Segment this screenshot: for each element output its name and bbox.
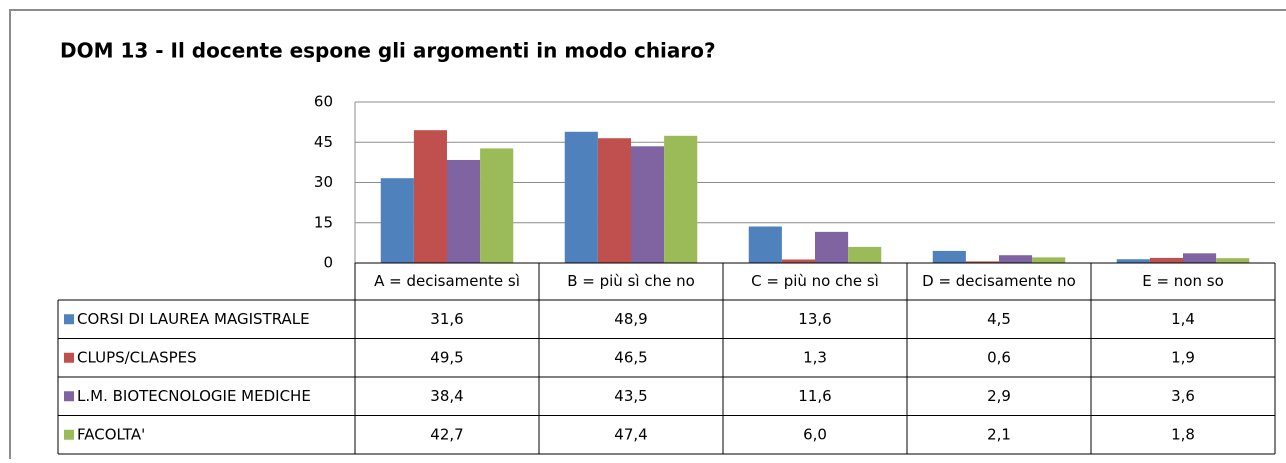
bar bbox=[932, 250, 966, 263]
x-tick-label: E = non so bbox=[1142, 272, 1224, 290]
data-label: 48,9 bbox=[614, 310, 647, 328]
y-tick-label: 15 bbox=[314, 213, 333, 231]
legend-swatch bbox=[64, 429, 74, 440]
bar bbox=[1183, 253, 1217, 263]
legend-swatch bbox=[64, 391, 74, 402]
bar bbox=[1216, 258, 1250, 263]
bar bbox=[1149, 257, 1183, 263]
y-tick-label: 0 bbox=[323, 254, 333, 272]
bar bbox=[597, 138, 631, 263]
data-label: 11,6 bbox=[798, 387, 831, 405]
data-label: 13,6 bbox=[798, 310, 831, 328]
data-label: 43,5 bbox=[614, 387, 647, 405]
bar bbox=[965, 261, 999, 263]
legend-swatch bbox=[64, 314, 74, 325]
x-tick-label: A = decisamente sì bbox=[374, 272, 520, 290]
bar bbox=[447, 159, 481, 263]
data-label: 6,0 bbox=[803, 425, 827, 443]
chart-title: DOM 13 - Il docente espone gli argomenti… bbox=[60, 39, 716, 63]
data-label: 0,6 bbox=[987, 348, 1011, 366]
x-tick-label: C = più no che sì bbox=[751, 272, 879, 290]
data-label: 2,9 bbox=[987, 387, 1011, 405]
data-label: 2,1 bbox=[987, 425, 1011, 443]
y-tick-label: 45 bbox=[314, 133, 333, 151]
data-label: 31,6 bbox=[430, 310, 463, 328]
legend-label: FACOLTA' bbox=[77, 425, 145, 443]
data-label: 1,8 bbox=[1171, 425, 1195, 443]
bar bbox=[631, 146, 665, 263]
bar bbox=[781, 259, 815, 263]
legend-label: L.M. BIOTECNOLOGIE MEDICHE bbox=[77, 387, 311, 405]
bar bbox=[748, 226, 782, 263]
data-label: 49,5 bbox=[430, 348, 463, 366]
data-label: 1,4 bbox=[1171, 310, 1195, 328]
bar bbox=[413, 130, 447, 263]
legend-label: CLUPS/CLASPES bbox=[77, 348, 197, 366]
x-tick-label: D = decisamente no bbox=[922, 272, 1076, 290]
data-label: 38,4 bbox=[430, 387, 463, 405]
bar bbox=[1116, 259, 1150, 263]
y-tick-label: 30 bbox=[314, 173, 333, 191]
bar bbox=[999, 255, 1033, 263]
legend-label: CORSI DI LAUREA MAGISTRALE bbox=[77, 310, 310, 328]
bar bbox=[848, 246, 882, 263]
data-label: 47,4 bbox=[614, 425, 647, 443]
bar bbox=[664, 135, 698, 263]
data-label: 3,6 bbox=[1171, 387, 1195, 405]
data-label: 46,5 bbox=[614, 348, 647, 366]
data-label: 4,5 bbox=[987, 310, 1011, 328]
bar bbox=[480, 148, 514, 263]
legend-swatch bbox=[64, 352, 74, 363]
y-tick-label: 60 bbox=[314, 93, 333, 111]
bar bbox=[815, 231, 849, 263]
bar bbox=[564, 131, 598, 263]
data-label: 42,7 bbox=[430, 425, 463, 443]
bar bbox=[380, 178, 414, 263]
data-label: 1,9 bbox=[1171, 348, 1195, 366]
bar bbox=[1032, 257, 1066, 263]
x-tick-label: B = più sì che no bbox=[567, 272, 695, 290]
data-label: 1,3 bbox=[803, 348, 827, 366]
